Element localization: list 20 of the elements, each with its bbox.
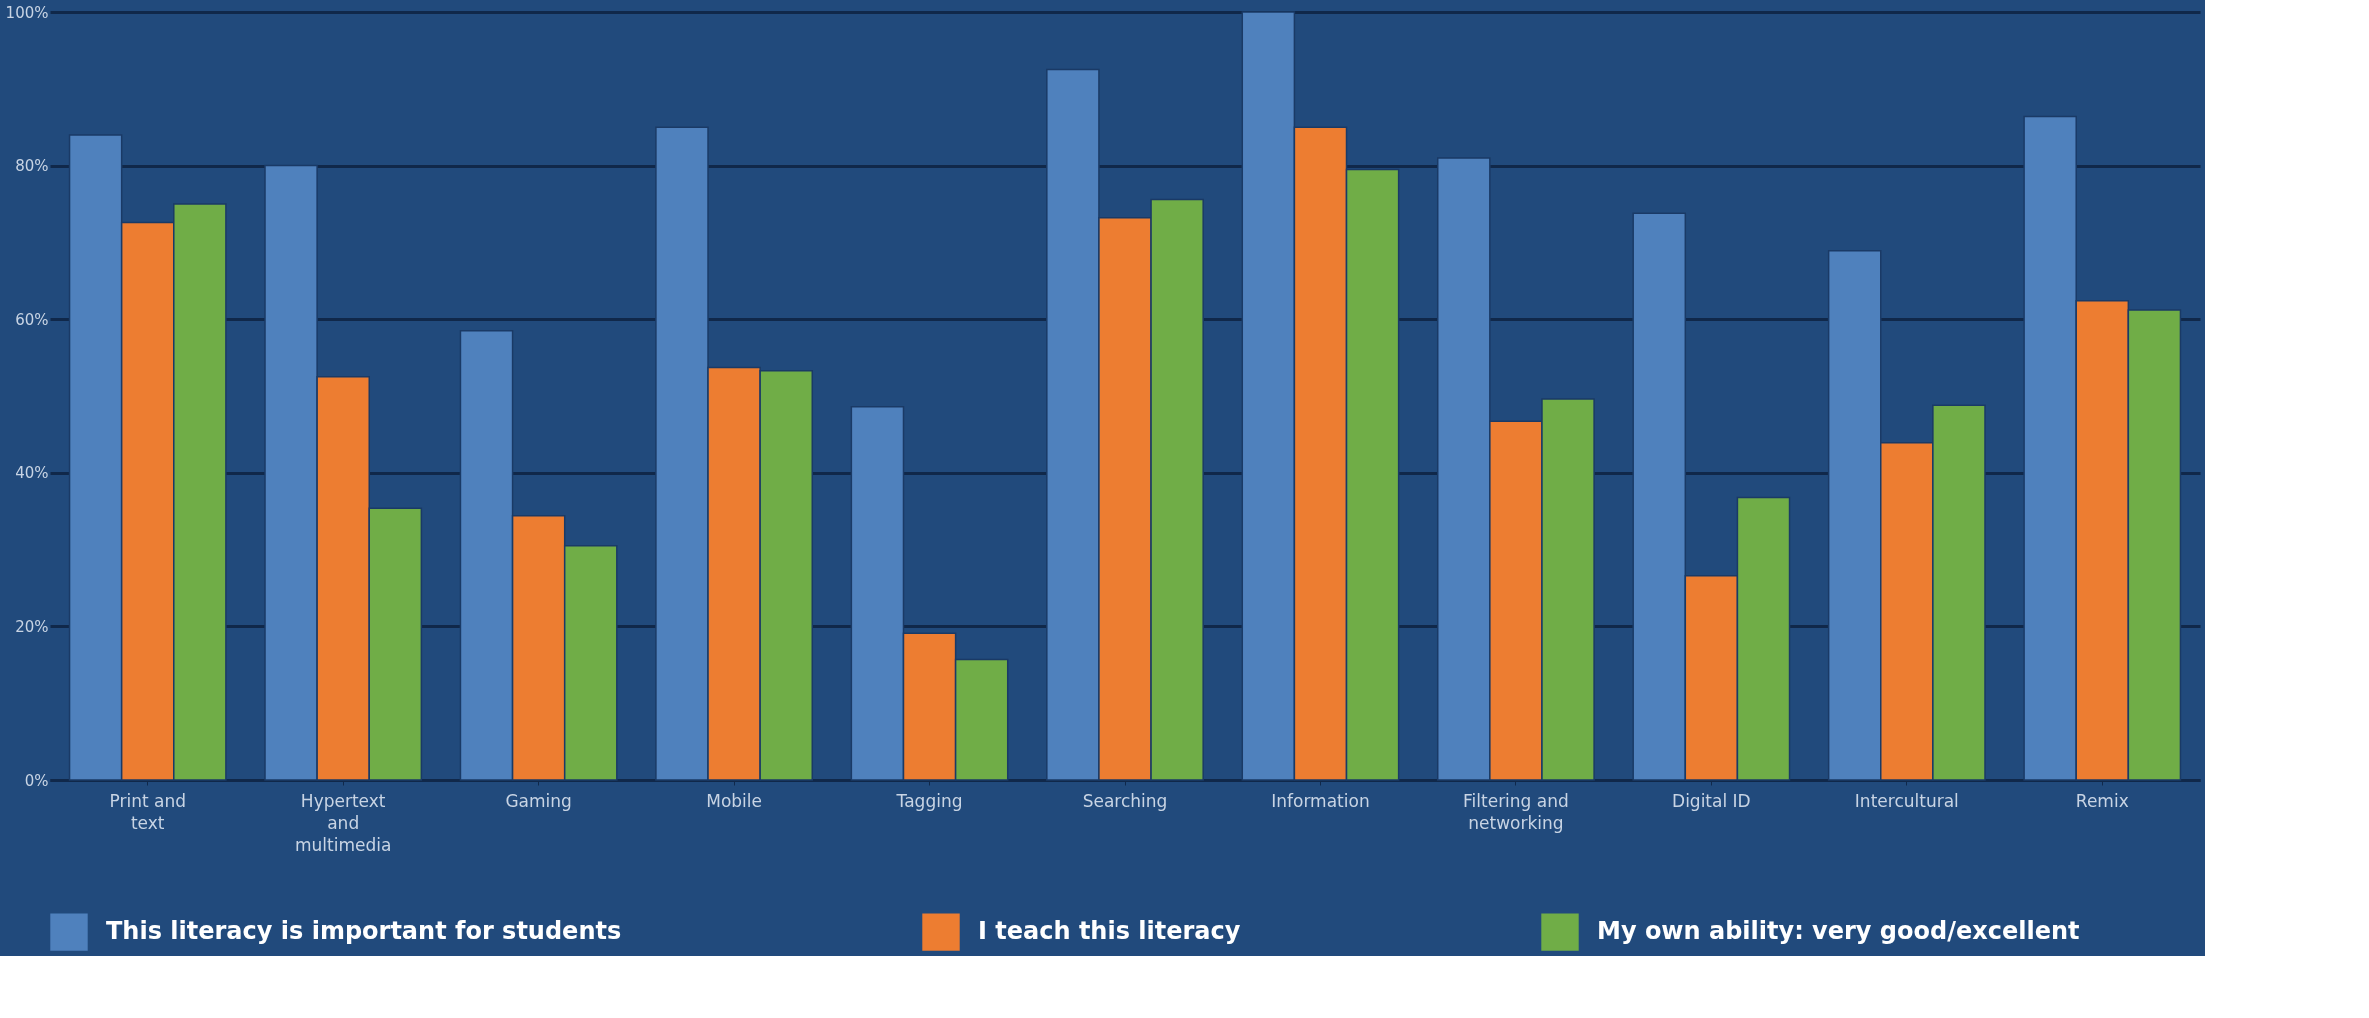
x-tick-label: Intercultural xyxy=(1854,790,1959,811)
y-tick-label: 100% xyxy=(5,3,49,22)
x-tick-label: Information xyxy=(1271,790,1370,811)
legend-label: I teach this literacy xyxy=(978,917,1241,946)
y-tick-label: 0% xyxy=(24,771,49,790)
x-tick-label: Remix xyxy=(2075,790,2129,811)
x-tick-label: Mobile xyxy=(706,790,762,811)
x-tick-label: Filtering and networking xyxy=(1463,790,1569,833)
x-tick-label: Searching xyxy=(1082,790,1168,811)
y-tick-label: 40% xyxy=(15,464,49,483)
y-tick-label: 80% xyxy=(15,157,49,176)
legend-label: This literacy is important for students xyxy=(106,917,622,946)
x-tick-label: Hypertext and multimedia xyxy=(294,790,392,855)
x-tick-label: Print and text xyxy=(109,790,186,833)
legend-label: My own ability: very good/excellent xyxy=(1597,917,2080,946)
x-tick-label: Digital ID xyxy=(1672,790,1751,811)
y-tick-label: 60% xyxy=(15,310,49,329)
y-tick-label: 20% xyxy=(15,617,49,636)
x-tick-label: Gaming xyxy=(505,790,572,811)
x-tick-label: Tagging xyxy=(895,790,963,811)
